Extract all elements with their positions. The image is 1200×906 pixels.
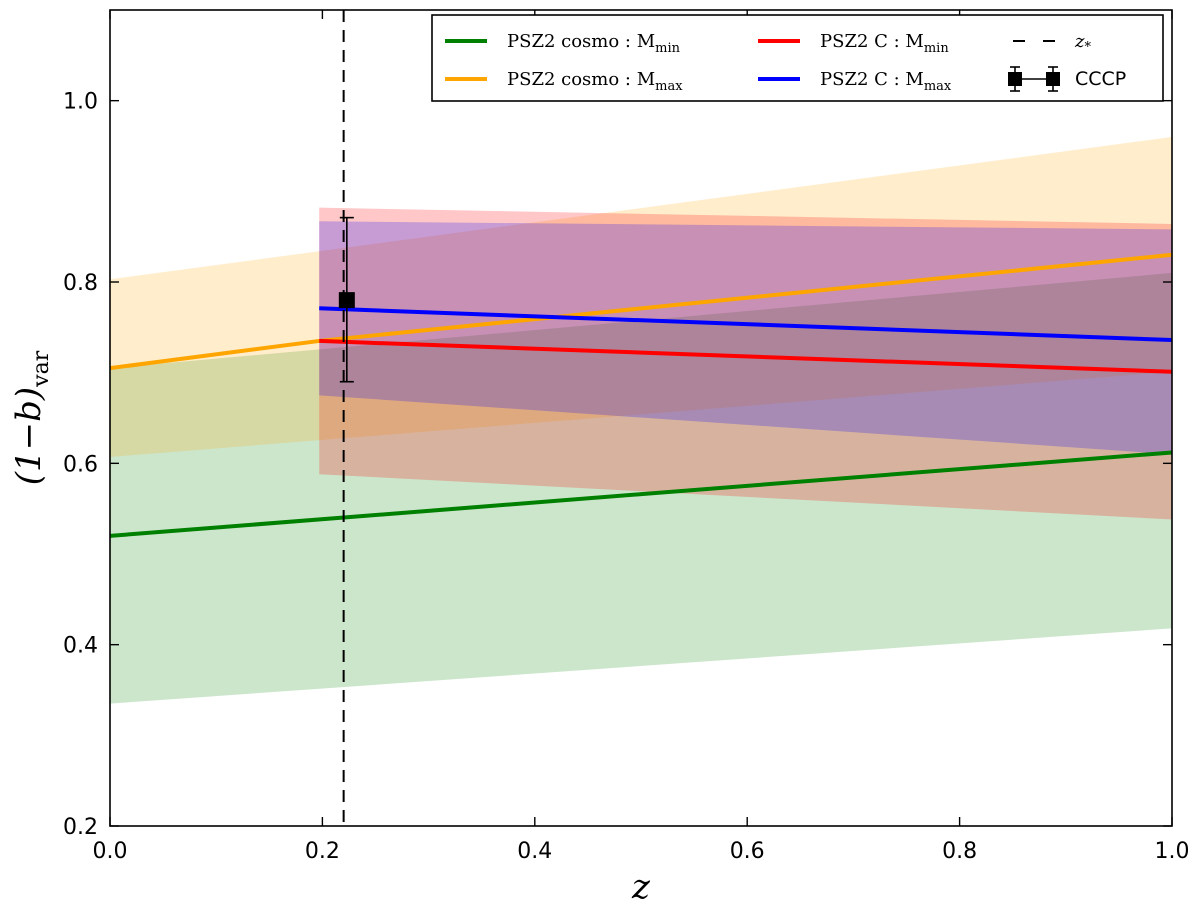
- band-3: [319, 221, 1172, 455]
- y-tick-label: 0.2: [63, 815, 98, 840]
- y-axis-label-main: (1−b): [9, 387, 49, 485]
- ticks-layer: 0.0 0.2 0.4 0.6 0.8 1.00.20.40.60.81.0: [63, 10, 1190, 864]
- x-tick-label: 0.6: [730, 839, 765, 864]
- y-axis-label: (1−b)var: [9, 350, 54, 485]
- x-tick-label: 0.8: [942, 839, 977, 864]
- points-layer: [338, 216, 355, 383]
- legend-label: PSZ2 C : Mmin: [820, 31, 949, 56]
- legend-label-main: PSZ2 cosmo : M: [507, 69, 655, 90]
- legend-entry-0: PSZ2 cosmo : Mmin: [445, 31, 681, 56]
- y-tick-label: 0.6: [63, 452, 98, 477]
- legend-entry-1: PSZ2 cosmo : Mmax: [445, 69, 683, 94]
- legend-entry-3: PSZ2 C : Mmax: [758, 69, 952, 94]
- legend-label-main: PSZ2 cosmo : M: [507, 31, 655, 52]
- legend-entry-4: z*: [1013, 31, 1091, 55]
- band-0: [110, 272, 1172, 704]
- legend-label-main: z: [1074, 31, 1085, 52]
- legend-label-sub: *: [1084, 40, 1091, 55]
- legend-box: [431, 14, 1164, 102]
- legend-entry-5: CCCP: [1008, 66, 1126, 92]
- x-tick-label: 0.2: [305, 839, 340, 864]
- legend-label-sub: max: [924, 79, 952, 94]
- legend-label-main: PSZ2 C : M: [820, 31, 924, 52]
- legend-label: PSZ2 cosmo : Mmax: [507, 69, 683, 94]
- band-1: [110, 136, 1172, 457]
- legend-label-main: CCCP: [1075, 68, 1126, 90]
- y-tick-label: 0.8: [63, 271, 98, 296]
- lines-layer: [109, 252, 1173, 538]
- legend-label: CCCP: [1075, 68, 1126, 90]
- legend-entry-2: PSZ2 C : Mmin: [758, 31, 949, 56]
- legend-swatch-marker: [1046, 72, 1060, 86]
- legend-label-main: PSZ2 C : M: [820, 69, 924, 90]
- legend-swatch-marker: [1008, 72, 1022, 86]
- legend-label-sub: min: [924, 41, 949, 56]
- series-line-2: [319, 338, 1173, 374]
- band-2: [319, 207, 1172, 520]
- x-tick-label: 0.4: [517, 839, 552, 864]
- y-tick-label: 1.0: [63, 90, 98, 115]
- legend-label: z*: [1074, 31, 1091, 55]
- plot-frame: [109, 9, 1173, 827]
- x-tick-label: 1.0: [1155, 839, 1190, 864]
- legend-label: PSZ2 cosmo : Mmin: [507, 31, 681, 56]
- bands-layer: [110, 136, 1172, 704]
- legend-label: PSZ2 C : Mmax: [820, 69, 952, 94]
- x-axis-label: z: [631, 867, 651, 906]
- y-tick-label: 0.4: [63, 634, 98, 659]
- series-line-0: [109, 450, 1173, 538]
- legend-label-sub: max: [655, 79, 683, 94]
- x-tick-label: 0.0: [93, 839, 128, 864]
- y-axis-label-sub: var: [29, 350, 54, 388]
- cccp-point: [338, 292, 355, 309]
- legend-label-sub: min: [655, 41, 680, 56]
- series-line-3: [319, 306, 1173, 343]
